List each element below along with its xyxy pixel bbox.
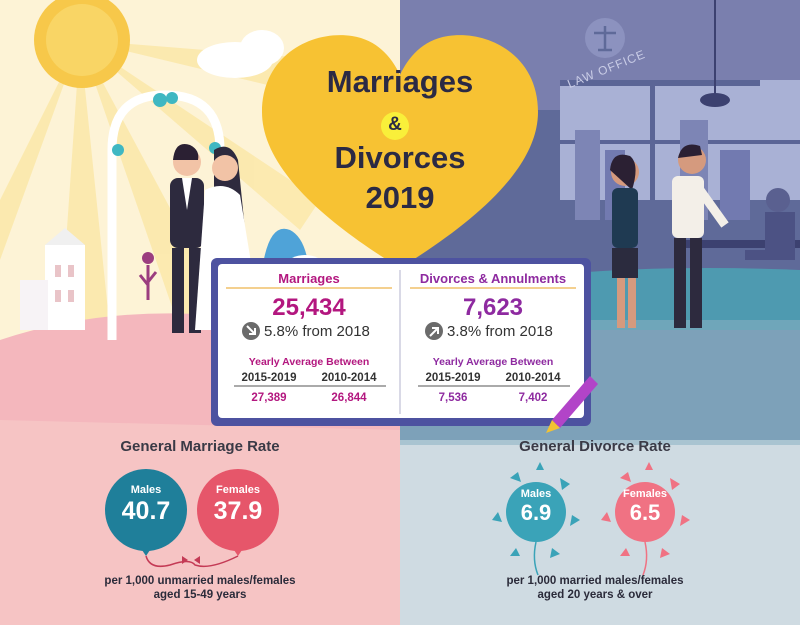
females-marriage-balloon <box>197 469 279 556</box>
pen-icon <box>546 376 598 433</box>
divorce-females-label: Females <box>622 488 668 500</box>
divorces-change: 3.8% from 2018 <box>447 323 553 340</box>
divorce-rate-note-line2: aged 20 years & over <box>537 589 653 601</box>
title-year: 2019 <box>365 180 435 215</box>
divorce-males-label: Males <box>520 488 552 500</box>
marriage-females-value: 37.9 <box>213 497 263 525</box>
marriages-avg-2: 26,844 <box>331 392 367 404</box>
marriage-males-label: Males <box>130 484 162 496</box>
wedding-arch <box>107 90 225 340</box>
divorces-year-range-1: 2015-2019 <box>425 372 481 384</box>
title-heart <box>262 35 538 268</box>
marriage-rate-note-line1: per 1,000 unmarried males/females <box>104 575 296 587</box>
office-desk <box>680 240 800 248</box>
divorces-avg-label: Yearly Average Between <box>432 356 554 368</box>
title-divorces: Divorces <box>334 140 466 175</box>
divorces-total: 7,623 <box>462 294 524 321</box>
females-divorce-balloon <box>601 462 690 576</box>
marriages-year-range-1: 2015-2019 <box>241 372 297 384</box>
marriage-females-label: Females <box>215 484 261 496</box>
divorces-avg-2: 7,402 <box>518 392 548 404</box>
divorces-panel-title: Divorces & Annulments <box>419 271 567 286</box>
groom <box>170 144 204 333</box>
woman-divorcing <box>610 154 639 328</box>
divorces-year-range-2: 2010-2014 <box>505 372 561 384</box>
marriage-males-value: 40.7 <box>121 497 171 525</box>
divorce-rate-title: General Divorce Rate <box>519 438 671 455</box>
man-signing <box>672 144 729 328</box>
divorce-rate-note-line1: per 1,000 married males/females <box>506 575 684 587</box>
divorce-males-value: 6.9 <box>520 500 552 525</box>
divorces-avg-1: 7,536 <box>438 392 468 404</box>
males-divorce-balloon <box>492 462 580 576</box>
ceiling-lamp <box>700 93 730 107</box>
marriages-avg-1: 27,389 <box>251 392 287 404</box>
divorce-females-value: 6.5 <box>629 500 661 525</box>
marriages-panel-title: Marriages <box>278 271 340 286</box>
arch-flowers <box>112 92 221 156</box>
ampersand-badge <box>381 112 409 140</box>
title-marriages: Marriages <box>326 64 474 99</box>
males-marriage-balloon <box>105 469 187 556</box>
marriages-year-range-2: 2010-2014 <box>321 372 377 384</box>
marriages-change: 5.8% from 2018 <box>264 323 370 340</box>
marriage-rate-note-line2: aged 15-49 years <box>153 589 247 601</box>
marriages-total: 25,434 <box>272 294 346 321</box>
marriages-avg-label: Yearly Average Between <box>248 356 370 368</box>
title-ampersand: & <box>388 114 402 135</box>
small-house <box>20 228 85 330</box>
balloon-strings <box>145 555 239 568</box>
seated-lawyer <box>745 188 795 260</box>
cloud <box>197 30 284 78</box>
marriage-rate-title: General Marriage Rate <box>120 438 280 455</box>
